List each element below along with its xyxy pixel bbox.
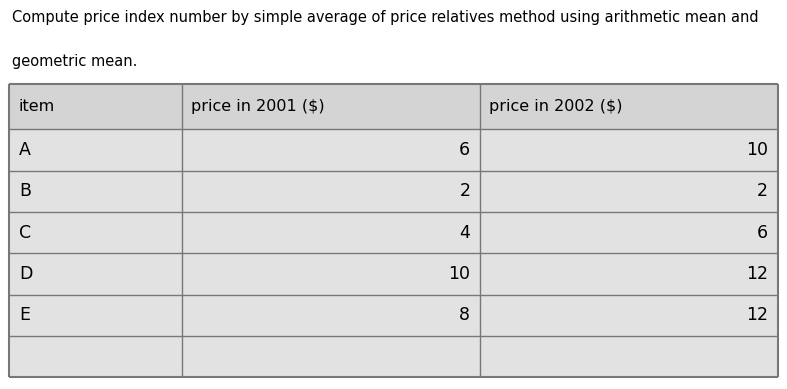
Text: 6: 6 <box>459 141 471 159</box>
Text: 2: 2 <box>757 182 768 200</box>
Bar <box>9 212 182 253</box>
Bar <box>480 84 778 129</box>
Bar <box>480 212 778 253</box>
Text: 6: 6 <box>757 224 768 242</box>
Text: B: B <box>19 182 31 200</box>
Bar <box>182 129 480 170</box>
Bar <box>182 170 480 212</box>
Text: C: C <box>19 224 31 242</box>
Bar <box>9 294 182 336</box>
Text: D: D <box>19 265 32 283</box>
Bar <box>9 253 182 294</box>
Bar <box>480 170 778 212</box>
Bar <box>480 253 778 294</box>
Text: 2: 2 <box>460 182 471 200</box>
Text: 12: 12 <box>746 306 768 324</box>
Text: 4: 4 <box>460 224 471 242</box>
Bar <box>480 336 778 377</box>
Text: E: E <box>19 306 30 324</box>
Bar <box>9 84 778 377</box>
Text: 10: 10 <box>449 265 471 283</box>
Text: 8: 8 <box>460 306 471 324</box>
Text: price in 2001 ($): price in 2001 ($) <box>191 99 325 114</box>
Text: price in 2002 ($): price in 2002 ($) <box>490 99 623 114</box>
Text: item: item <box>19 99 55 114</box>
Text: geometric mean.: geometric mean. <box>12 54 137 70</box>
Text: A: A <box>19 141 31 159</box>
Bar <box>480 129 778 170</box>
Bar <box>182 84 480 129</box>
Text: Compute price index number by simple average of price relatives method using ari: Compute price index number by simple ave… <box>12 10 759 25</box>
Bar <box>9 170 182 212</box>
Bar <box>9 84 182 129</box>
Text: 12: 12 <box>746 265 768 283</box>
Bar <box>480 294 778 336</box>
Bar <box>182 336 480 377</box>
Bar <box>9 129 182 170</box>
Bar <box>9 336 182 377</box>
Text: 10: 10 <box>746 141 768 159</box>
Bar <box>182 212 480 253</box>
Bar <box>182 253 480 294</box>
Bar <box>182 294 480 336</box>
